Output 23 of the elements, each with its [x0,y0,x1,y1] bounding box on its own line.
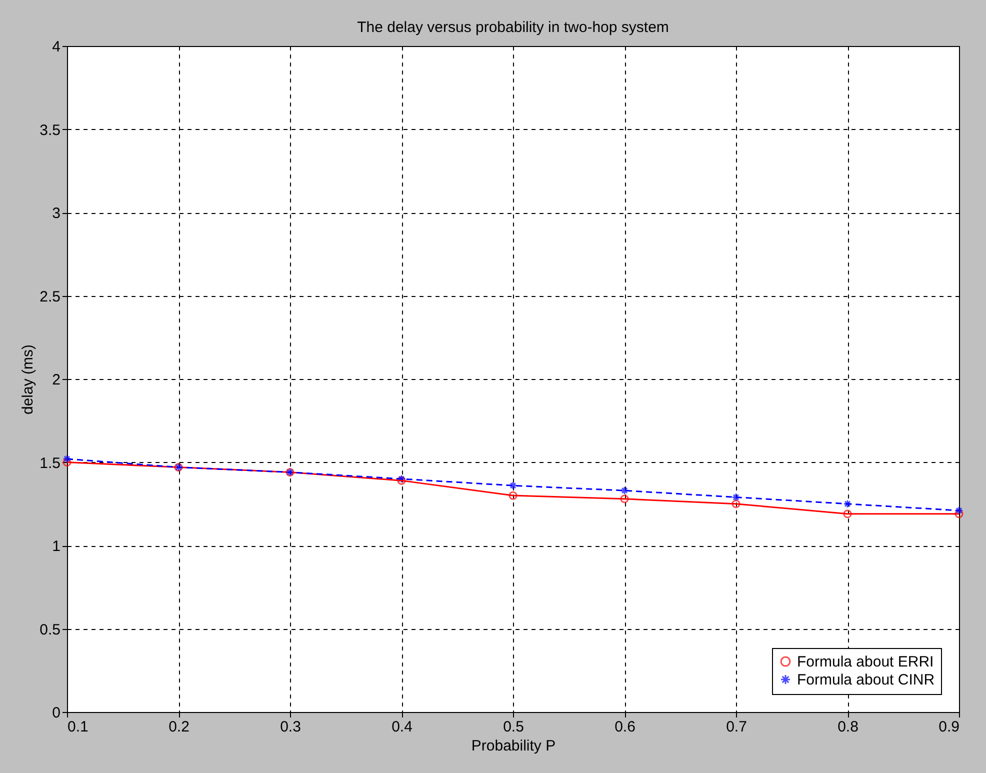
x-tick-label: 0.5 [503,718,524,736]
x-tick-label: 0.1 [68,718,88,736]
y-tick-label: 0.5 [40,621,60,638]
legend-label: Formula about ERRI [797,654,934,670]
y-tick-label: 2 [52,372,60,388]
x-tick-label: 0.3 [280,718,301,736]
y-tick-label: 2.5 [40,288,60,306]
x-tick-label: 0.9 [938,718,960,736]
y-tick-label: 1.5 [40,454,60,472]
chart-title: The delay versus probability in two-hop system [357,19,669,36]
x-axis-title: Probability P [471,738,556,754]
y-tick-label: 3 [52,205,60,222]
x-tick-label: 0.4 [392,718,412,736]
y-tick-label: 0 [52,704,60,722]
y-tick-label: 4 [52,38,60,56]
x-tick-label: 0.6 [614,718,636,736]
y-axis-title: delay (ms) [20,344,37,415]
y-tick-label: 1 [52,538,60,555]
legend-label: Formula about CINR [797,672,935,688]
x-tick-label: 0.7 [726,718,747,736]
x-tick-label: 0.2 [168,718,190,736]
y-tick-label: 3.5 [40,122,60,139]
x-tick-label: 0.8 [838,718,858,736]
